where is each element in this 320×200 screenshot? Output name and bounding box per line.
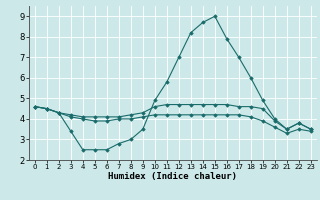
X-axis label: Humidex (Indice chaleur): Humidex (Indice chaleur) xyxy=(108,172,237,181)
